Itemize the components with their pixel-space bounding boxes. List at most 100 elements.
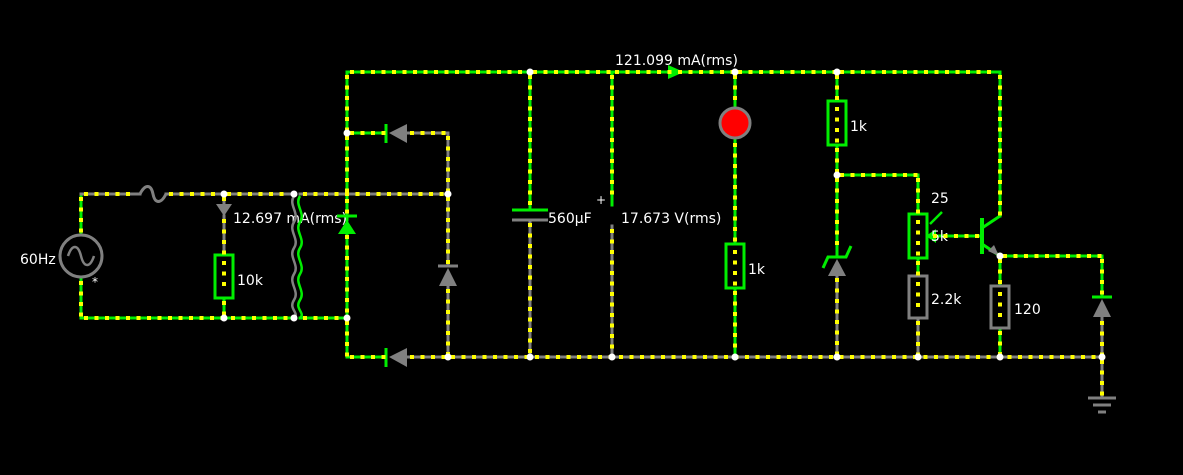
ac-source-icon[interactable] (58, 233, 104, 279)
current-dot (79, 207, 83, 212)
current-dot (528, 254, 532, 259)
diode-icon[interactable] (337, 214, 357, 234)
current-dot (902, 355, 907, 359)
current-dot (966, 70, 970, 74)
zener-resistor[interactable] (826, 99, 848, 147)
lower-resistor[interactable] (907, 274, 929, 320)
current-dot (350, 70, 354, 74)
current-dot (610, 313, 614, 317)
current-dot (610, 229, 614, 233)
current-dot (835, 85, 839, 90)
current-dot (189, 316, 193, 320)
current-dot (998, 190, 1002, 195)
diode-icon[interactable] (438, 264, 458, 286)
current-dot (528, 201, 532, 205)
current-dot (126, 316, 130, 320)
current-dot (1100, 290, 1104, 295)
emitter-resistor[interactable] (989, 284, 1011, 330)
current-dot (1039, 355, 1043, 359)
current-dot (577, 355, 581, 359)
current-dot (998, 138, 1002, 142)
current-dot (345, 342, 349, 346)
capacitor-icon[interactable] (512, 208, 548, 222)
current-dot (933, 234, 937, 238)
current-dot (345, 287, 349, 292)
current-dot (1091, 355, 1096, 359)
current-dot (692, 355, 697, 359)
current-dot (924, 70, 928, 74)
current-dot (345, 157, 349, 161)
current-dot (945, 70, 949, 74)
current-dot (324, 316, 328, 320)
current-dot (733, 312, 737, 316)
current-dot (387, 192, 391, 196)
current-dot (678, 70, 682, 74)
current-dot (528, 85, 532, 90)
current-dot (818, 355, 823, 359)
current-dot (210, 316, 214, 320)
current-dot (84, 192, 88, 196)
current-dot (759, 70, 763, 74)
current-dot (410, 131, 414, 135)
current-dot (840, 173, 844, 177)
npn-transistor-icon[interactable] (980, 214, 1001, 258)
diode-icon[interactable] (384, 348, 407, 367)
current-dot (943, 234, 948, 238)
current-dot (258, 192, 263, 196)
diode-icon[interactable] (384, 124, 407, 143)
current-dot (168, 316, 172, 320)
current-dot (1081, 355, 1085, 359)
current-dot (998, 302, 1002, 307)
current-dot (345, 167, 349, 172)
current-dot (413, 70, 417, 74)
zener-diode-icon[interactable] (821, 245, 853, 276)
current-dot (273, 316, 277, 320)
current-dot (610, 260, 614, 265)
current-dot (835, 96, 839, 100)
current-dot (431, 131, 435, 135)
current-dot (610, 169, 614, 174)
current-dot (733, 281, 737, 286)
current-dot (835, 138, 839, 143)
current-dot (610, 96, 614, 100)
current-dot (231, 316, 235, 320)
fuse-icon[interactable] (138, 185, 168, 203)
current-dot (1055, 254, 1060, 258)
current-dot (451, 355, 455, 359)
current-dot (913, 173, 918, 177)
node (731, 353, 739, 361)
current-dot (446, 197, 450, 201)
current-dot (528, 328, 532, 332)
current-dot (976, 70, 981, 74)
current-dot (835, 330, 839, 335)
current-dot (835, 107, 839, 111)
led-resistor[interactable] (724, 242, 746, 290)
bleeder-resistor[interactable] (213, 253, 235, 300)
current-dot (446, 260, 450, 264)
current-dot (1100, 360, 1104, 364)
potentiometer-wiper-icon[interactable] (926, 211, 943, 243)
diode-icon[interactable] (1092, 295, 1112, 317)
current-dot (610, 239, 614, 244)
current-dot (835, 75, 839, 79)
current-dot (446, 299, 450, 304)
current-dot (1100, 331, 1104, 336)
transformer-icon[interactable] (291, 195, 303, 319)
current-dot (252, 316, 256, 320)
current-dot (507, 70, 512, 74)
current-dot (115, 192, 120, 196)
current-dot (892, 173, 897, 177)
current-dot (733, 153, 737, 158)
current-dot (345, 209, 349, 214)
current-dot (871, 70, 876, 74)
current-dot (371, 131, 375, 135)
led-icon[interactable] (718, 106, 752, 140)
ground-icon (1088, 396, 1116, 414)
output-voltage-label: 17.673 V(rms) (621, 211, 721, 227)
pot-resistance-label: 5k (931, 229, 949, 245)
current-dot (790, 70, 795, 74)
current-dot (1100, 269, 1104, 274)
current-dot (998, 85, 1002, 90)
current-dot (835, 288, 839, 293)
